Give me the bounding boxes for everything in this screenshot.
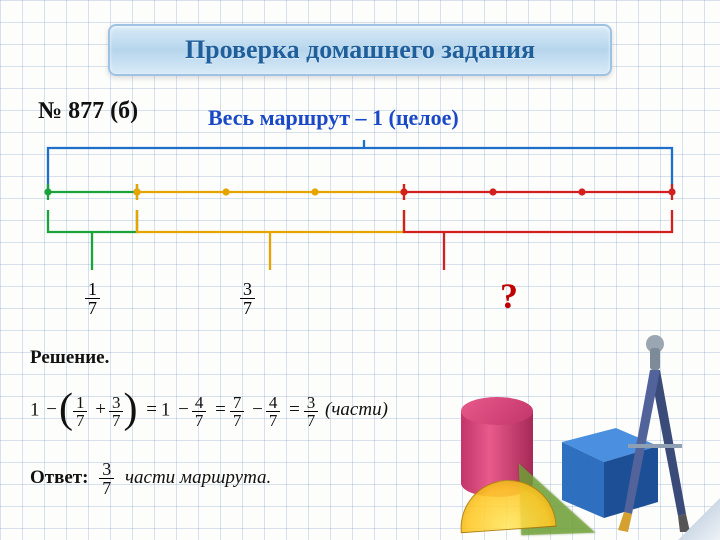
decor-cylinder-top bbox=[461, 397, 533, 425]
answer-tail: части маршрута. bbox=[125, 467, 271, 488]
decor-cylinder bbox=[461, 411, 533, 497]
solution-label: Решение. bbox=[30, 347, 109, 369]
page-corner-fold bbox=[678, 498, 720, 540]
question-mark: ? bbox=[500, 275, 518, 317]
decor-cube bbox=[544, 418, 664, 522]
title-plaque: Проверка домашнего задания bbox=[108, 24, 612, 76]
decor-compass bbox=[600, 326, 710, 536]
fraction-orange: 37 bbox=[240, 280, 255, 317]
route-whole-label: Весь маршрут – 1 (целое) bbox=[208, 105, 459, 131]
answer-line: Ответ: 37 части маршрута. bbox=[30, 460, 271, 497]
solution-equation: 1 −(17 +37) =1 −47 =77 −47 =37 (части) bbox=[30, 387, 388, 435]
title-text: Проверка домашнего задания bbox=[185, 35, 535, 64]
decor-protractor bbox=[457, 477, 556, 534]
answer-prefix: Ответ: bbox=[30, 467, 88, 488]
route-diagram bbox=[44, 140, 676, 300]
problem-number: № 877 (б) bbox=[38, 98, 138, 125]
fraction-green: 17 bbox=[85, 280, 100, 317]
decor-triangle-ruler bbox=[519, 461, 595, 536]
